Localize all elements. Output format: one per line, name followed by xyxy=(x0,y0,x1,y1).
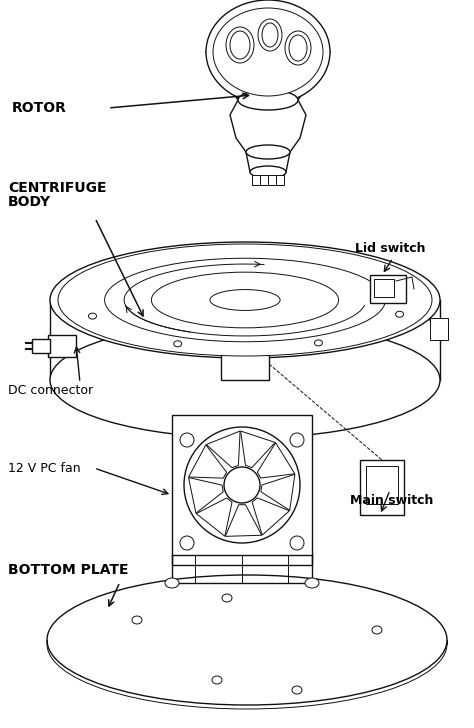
Ellipse shape xyxy=(292,686,302,694)
Polygon shape xyxy=(50,300,440,380)
Ellipse shape xyxy=(105,258,385,341)
Ellipse shape xyxy=(47,579,447,709)
Ellipse shape xyxy=(258,19,282,51)
Polygon shape xyxy=(196,498,232,537)
Ellipse shape xyxy=(58,244,432,356)
Ellipse shape xyxy=(230,31,250,59)
Ellipse shape xyxy=(372,626,382,634)
Text: DC connector: DC connector xyxy=(8,384,93,397)
Ellipse shape xyxy=(184,427,300,543)
Bar xyxy=(360,460,404,515)
Polygon shape xyxy=(189,478,223,513)
Polygon shape xyxy=(189,445,227,478)
Ellipse shape xyxy=(224,467,260,503)
Ellipse shape xyxy=(210,290,280,310)
Ellipse shape xyxy=(250,166,286,178)
Bar xyxy=(252,175,260,185)
Polygon shape xyxy=(252,498,290,535)
Ellipse shape xyxy=(50,322,440,438)
Text: ROTOR: ROTOR xyxy=(12,101,67,115)
Polygon shape xyxy=(261,474,295,510)
Ellipse shape xyxy=(226,27,254,63)
Polygon shape xyxy=(241,431,275,467)
Text: CENTRIFUGE: CENTRIFUGE xyxy=(8,181,107,195)
Ellipse shape xyxy=(173,341,182,347)
Ellipse shape xyxy=(50,242,440,358)
Text: 12 V PC fan: 12 V PC fan xyxy=(8,462,81,475)
Ellipse shape xyxy=(290,433,304,447)
Ellipse shape xyxy=(180,536,194,550)
Ellipse shape xyxy=(396,312,404,317)
Ellipse shape xyxy=(290,536,304,550)
Bar xyxy=(221,348,269,380)
Ellipse shape xyxy=(289,35,307,61)
Ellipse shape xyxy=(314,340,322,346)
Polygon shape xyxy=(206,431,240,467)
Bar xyxy=(48,335,76,357)
Text: Lid switch: Lid switch xyxy=(355,242,426,255)
Ellipse shape xyxy=(47,575,447,705)
Text: BOTTOM PLATE: BOTTOM PLATE xyxy=(8,563,128,577)
Bar xyxy=(430,318,448,340)
Ellipse shape xyxy=(206,0,330,104)
Ellipse shape xyxy=(213,8,323,96)
Polygon shape xyxy=(257,443,295,478)
Bar xyxy=(260,175,268,185)
Ellipse shape xyxy=(212,676,222,684)
Text: BODY: BODY xyxy=(8,195,51,209)
Ellipse shape xyxy=(89,313,97,319)
Bar xyxy=(268,175,276,185)
Ellipse shape xyxy=(246,145,290,159)
Bar xyxy=(370,275,406,303)
Ellipse shape xyxy=(262,23,278,47)
Ellipse shape xyxy=(285,31,311,65)
Ellipse shape xyxy=(180,433,194,447)
Bar xyxy=(32,339,50,353)
Ellipse shape xyxy=(132,616,142,624)
Bar xyxy=(172,415,312,565)
Ellipse shape xyxy=(165,578,179,588)
Bar xyxy=(366,466,398,504)
Ellipse shape xyxy=(238,90,298,110)
Text: Main switch: Main switch xyxy=(350,494,433,507)
Ellipse shape xyxy=(151,272,338,328)
Ellipse shape xyxy=(305,578,319,588)
Polygon shape xyxy=(225,505,262,537)
Bar xyxy=(374,279,394,297)
Ellipse shape xyxy=(222,594,232,602)
Bar xyxy=(276,175,284,185)
